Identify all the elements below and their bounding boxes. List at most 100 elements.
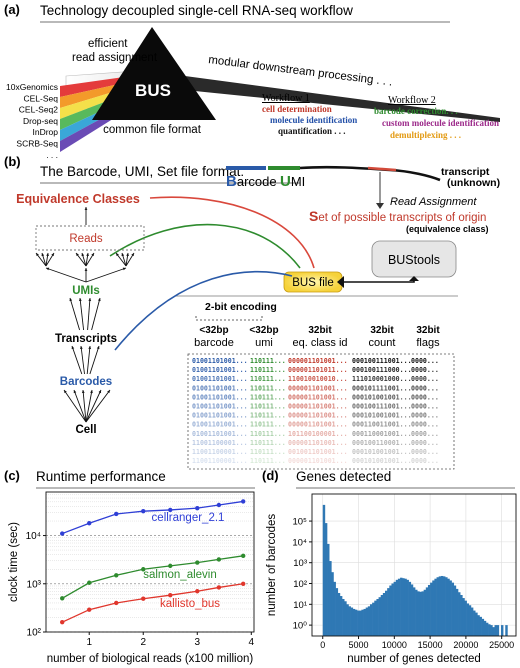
histogram-bar xyxy=(451,582,455,636)
hierarchy-arrow xyxy=(87,297,91,331)
hierarchy-arrowhead xyxy=(91,253,94,257)
bus-column-name: barcode xyxy=(194,337,234,349)
series-point xyxy=(216,585,222,590)
histogram-bar xyxy=(496,625,500,636)
bus-table-cell: 000101001001... xyxy=(352,393,412,401)
hierarchy-arrow xyxy=(85,389,102,423)
hierarchy-arrowhead xyxy=(51,253,54,257)
histogram-bar xyxy=(402,578,405,636)
bus-table-cell: 000100111001... xyxy=(352,403,412,411)
series-point xyxy=(240,581,246,586)
bus-table-cell: 0000... xyxy=(411,421,439,429)
hierarchy-arrowhead xyxy=(78,298,82,302)
series-point xyxy=(60,596,65,601)
workflow1-item: quantification . . . xyxy=(278,126,346,136)
histogram-bar xyxy=(494,625,497,636)
hierarchy-arrowhead xyxy=(64,390,67,394)
histogram-bar xyxy=(378,597,382,636)
x-tick-label: 10000 xyxy=(382,640,407,650)
series-line xyxy=(61,500,244,535)
bus-table-cell: 0000... xyxy=(411,439,439,447)
y-axis-label: clock time (sec) xyxy=(8,522,20,602)
bus-column-name: eq. class id xyxy=(292,337,347,349)
bus-column-size: 32bit xyxy=(308,325,332,336)
hierarchy-arrow xyxy=(71,345,83,375)
histogram-bar xyxy=(333,581,336,636)
bus-table-cell: 0000... xyxy=(411,412,439,420)
histogram-bar xyxy=(481,618,485,636)
histogram-bar xyxy=(419,591,422,636)
bus-table-cell: 000001101001... xyxy=(288,439,348,447)
bus-prism xyxy=(92,27,216,120)
series-point xyxy=(240,499,246,504)
histogram-bar xyxy=(380,595,384,636)
histogram-bar xyxy=(488,624,491,636)
series-point xyxy=(141,596,146,601)
curve-barcode xyxy=(114,270,293,351)
bus-table-frame xyxy=(187,353,455,470)
workflow1-item: cell determination xyxy=(262,104,332,114)
unknown-label: (unknown) xyxy=(447,177,500,189)
bus-table-cell: 000110001001... xyxy=(352,430,412,438)
panel-c: (c) Runtime performance 1 2 3 4 10² 10³ 10⁴ num… xyxy=(4,468,255,665)
series-line xyxy=(61,583,244,623)
hierarchy-arrow xyxy=(85,389,93,423)
histogram-bar xyxy=(470,607,474,636)
histogram-bar xyxy=(421,591,424,636)
bus-table-cell: 110111... xyxy=(250,457,286,465)
technology-item: 10xGenomics xyxy=(6,82,58,92)
hierarchy-arrow xyxy=(85,267,127,283)
bus-table-cell: 0000... xyxy=(411,375,439,383)
plot-frame xyxy=(311,493,517,637)
hierarchy-arrowhead xyxy=(131,253,134,257)
bus-table-cell: 0000... xyxy=(411,403,439,411)
hierarchy-arrowhead xyxy=(126,253,129,257)
histogram-bar xyxy=(363,608,366,636)
hierarchy-arrowhead xyxy=(122,267,126,271)
bus-table-cell: 01001101001... xyxy=(192,375,248,383)
panel-d-label: (d) xyxy=(262,468,279,483)
histogram-bar xyxy=(365,607,369,636)
series-point xyxy=(195,505,200,511)
bus-table-cell: 111010001000... xyxy=(352,375,412,383)
bus-table-cell: 000001101001... xyxy=(288,412,348,420)
hierarchy-arrowhead xyxy=(79,346,83,350)
series-point xyxy=(168,507,173,513)
bus-table-cell: 000100111000... xyxy=(352,366,412,374)
histogram-bar xyxy=(440,575,444,636)
y-tick-label: 10⁵ xyxy=(292,517,307,528)
bus-column-name: flags xyxy=(416,337,440,349)
curve-umi xyxy=(109,223,301,269)
bus-table-cell: 0000... xyxy=(411,430,439,438)
bus-table-cell: 000101111001... xyxy=(352,384,412,392)
histogram-bar xyxy=(466,603,470,636)
hierarchy-arrowhead xyxy=(96,346,100,350)
histogram-bar xyxy=(342,598,345,636)
histogram-bar xyxy=(391,583,394,636)
histogram-bar xyxy=(331,572,334,636)
bus-column-size: 32bit xyxy=(416,325,440,336)
histogram-bar xyxy=(374,600,377,636)
bus-column-size: <32bp xyxy=(249,325,278,336)
histogram-bar xyxy=(423,589,427,636)
bus-table-cell: 001001101001... xyxy=(288,448,348,456)
histogram-bar xyxy=(387,588,390,636)
hierarchy-arrow xyxy=(45,267,87,283)
workflow2-item: custom molecule identification xyxy=(382,118,499,128)
hierarchy-arrowhead xyxy=(81,390,85,393)
histogram-bar xyxy=(436,577,439,636)
panel-b: (b) The Barcode, UMI, Set file format: B… xyxy=(4,154,500,470)
bus-table-cell: 101100100001... xyxy=(288,430,348,438)
workflow2-items: barcode correction. . . custom molecule i… xyxy=(374,106,499,140)
histogram-bar xyxy=(406,579,409,636)
series-point xyxy=(168,592,173,598)
histogram-bar xyxy=(412,587,416,636)
bus-table-cell: 0000... xyxy=(411,457,439,465)
bus-table-cell: 000001101001... xyxy=(288,357,348,365)
histogram-bar xyxy=(327,543,330,636)
hierarchy-arrow xyxy=(73,389,87,423)
hierarchy-arrowhead xyxy=(98,390,102,394)
bus-table-cell: 11001100001... xyxy=(192,457,248,465)
series-point xyxy=(87,580,92,585)
